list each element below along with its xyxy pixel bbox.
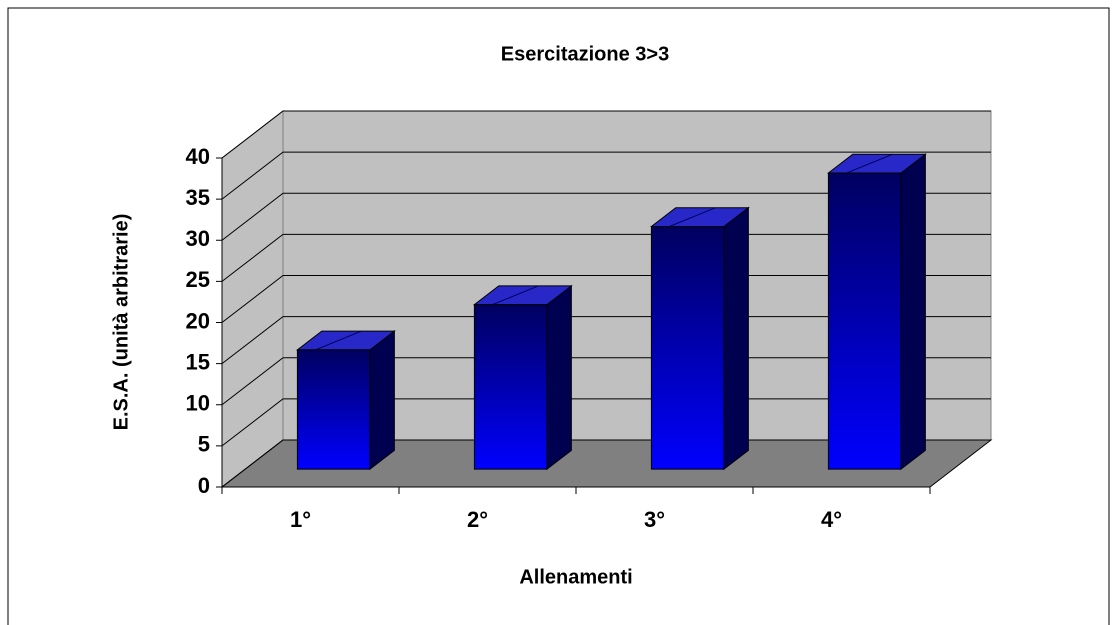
- bar-top-hatch: [846, 153, 893, 174]
- y-axis-title: E.S.A. (unità arbitrarie): [110, 214, 132, 431]
- bar: [827, 172, 902, 470]
- bar-top-hatch: [492, 285, 539, 306]
- bar: [296, 349, 371, 470]
- y-tick-label: 40: [186, 144, 210, 169]
- y-tick-label: 0: [198, 473, 210, 498]
- y-tick-label: 15: [186, 349, 210, 374]
- y-tick-label: 5: [198, 432, 210, 457]
- chart-title: Esercitazione 3>3: [501, 43, 669, 65]
- x-tick-label: 2°: [467, 507, 488, 532]
- x-axis-title: Allenamenti: [519, 566, 632, 588]
- x-tick-label: 3°: [644, 507, 665, 532]
- y-tick-label: 10: [186, 391, 210, 416]
- bar-side: [546, 284, 572, 471]
- grid-line: [221, 398, 991, 447]
- grid-line: [221, 151, 991, 200]
- y-tick-label: 30: [186, 226, 210, 251]
- bar: [473, 304, 548, 470]
- grid-line: [221, 439, 991, 488]
- y-tick-label: 20: [186, 308, 210, 333]
- grid-line: [221, 110, 991, 159]
- grid-line: [221, 357, 991, 406]
- grid-line: [221, 233, 991, 282]
- y-tick-label: 35: [186, 185, 210, 210]
- bar-top-hatch: [669, 207, 716, 227]
- bar-side: [900, 153, 926, 471]
- x-tick-label: 1°: [290, 507, 311, 532]
- x-tick-label: 4°: [821, 507, 842, 532]
- bar: [650, 226, 725, 470]
- grid-line: [221, 316, 991, 365]
- grid-line: [221, 192, 991, 241]
- y-tick-label: 25: [186, 267, 210, 292]
- bar-top-hatch: [315, 330, 362, 351]
- grid-line: [221, 275, 991, 323]
- bar-side: [369, 330, 395, 471]
- bar-side: [723, 206, 749, 471]
